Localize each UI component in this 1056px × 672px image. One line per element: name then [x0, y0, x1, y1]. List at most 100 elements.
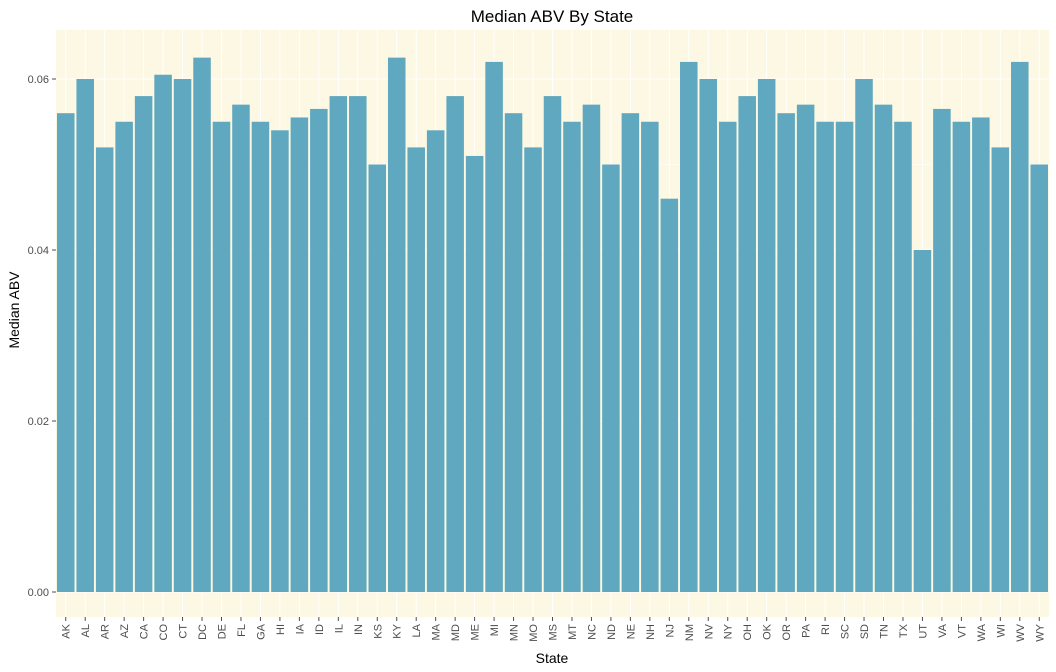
- x-tick-label: MS: [548, 624, 560, 641]
- bar-il: [329, 96, 348, 592]
- x-tick-label: DC: [197, 624, 209, 640]
- x-tick-label: CO: [158, 624, 170, 641]
- y-axis-ticks: 0.00 0.02 0.04 0.06: [28, 74, 56, 599]
- x-tick-label: NM: [684, 624, 696, 641]
- bar-id: [310, 108, 328, 593]
- bar-nh: [641, 121, 659, 592]
- bar-va: [933, 108, 951, 593]
- x-tick-label: SD: [859, 624, 871, 639]
- bar-ms: [543, 96, 562, 592]
- y-tick-label: 0.02: [28, 416, 49, 428]
- x-tick-label: WY: [1034, 623, 1046, 641]
- bar-mi: [485, 61, 503, 592]
- x-tick-label: OR: [781, 624, 793, 641]
- x-tick-label: OK: [762, 623, 774, 640]
- bar-tx: [894, 121, 912, 592]
- bar-tn: [874, 104, 893, 593]
- bar-vt: [952, 121, 971, 592]
- bar-mt: [563, 121, 581, 592]
- bar-ga: [251, 121, 270, 592]
- x-tick-label: HI: [275, 624, 287, 635]
- x-axis-title: State: [536, 650, 569, 666]
- x-tick-label: GA: [255, 623, 267, 640]
- x-tick-label: MA: [431, 623, 443, 640]
- bar-ar: [95, 147, 114, 592]
- x-tick-label: TN: [879, 624, 891, 639]
- bar-in: [349, 96, 367, 592]
- x-tick-label: ND: [606, 624, 618, 640]
- bar-ks: [368, 164, 387, 592]
- bar-oh: [738, 96, 756, 592]
- bar-la: [407, 147, 425, 592]
- bar-fl: [232, 104, 250, 593]
- x-tick-label: VA: [937, 623, 949, 638]
- x-tick-label: ID: [314, 624, 326, 635]
- x-tick-label: MI: [489, 624, 501, 636]
- bar-nm: [680, 61, 698, 592]
- x-tick-label: ME: [470, 624, 482, 641]
- bar-wv: [1011, 61, 1029, 592]
- x-tick-label: AK: [61, 623, 73, 638]
- bar-ri: [816, 121, 834, 592]
- bar-ca: [134, 96, 153, 592]
- x-tick-label: OH: [742, 624, 754, 641]
- x-tick-label: MT: [567, 624, 579, 640]
- bar-nv: [699, 79, 718, 592]
- bar-sc: [835, 121, 854, 592]
- bar-dc: [193, 57, 211, 593]
- x-tick-label: FL: [236, 624, 248, 637]
- x-tick-label: NH: [645, 624, 657, 640]
- x-tick-label: WV: [1015, 623, 1027, 641]
- x-tick-label: DE: [217, 624, 229, 639]
- x-tick-label: CT: [178, 624, 190, 639]
- bar-wi: [991, 147, 1010, 592]
- x-tick-label: NY: [723, 623, 735, 639]
- bar-al: [76, 79, 94, 592]
- bar-md: [446, 96, 464, 592]
- bar-ny: [718, 121, 737, 592]
- x-tick-label: CA: [139, 623, 151, 639]
- bar-wa: [972, 117, 990, 592]
- x-tick-label: LA: [411, 623, 423, 637]
- x-tick-label: NV: [703, 623, 715, 639]
- x-tick-label: WI: [995, 624, 1007, 637]
- bar-ct: [173, 79, 192, 592]
- x-tick-label: AL: [80, 624, 92, 637]
- x-tick-label: MN: [509, 624, 521, 641]
- y-tick-label: 0.00: [28, 587, 49, 599]
- x-tick-label: KS: [372, 624, 384, 639]
- bar-ut: [913, 250, 932, 592]
- x-tick-label: WA: [976, 623, 988, 641]
- x-tick-label: MD: [450, 624, 462, 641]
- bar-hi: [271, 130, 289, 593]
- bar-or: [777, 113, 795, 592]
- bar-wy: [1030, 164, 1049, 592]
- x-tick-label: IL: [333, 624, 345, 633]
- bar-nc: [582, 104, 601, 593]
- bar-nd: [602, 164, 620, 592]
- y-tick-label: 0.06: [28, 74, 49, 86]
- bar-mn: [504, 113, 523, 592]
- x-tick-label: AZ: [119, 624, 131, 638]
- x-tick-label: NJ: [664, 624, 676, 637]
- x-tick-label: SC: [840, 624, 852, 639]
- bar-me: [465, 155, 484, 592]
- bar-nj: [660, 198, 679, 592]
- bar-sd: [855, 79, 873, 592]
- x-tick-label: RI: [820, 624, 832, 635]
- bar-mo: [524, 147, 542, 592]
- bars: [56, 57, 1049, 593]
- bar-de: [212, 121, 231, 592]
- bar-pa: [796, 104, 815, 593]
- x-tick-label: NC: [586, 624, 598, 640]
- bar-ky: [387, 57, 406, 593]
- chart-title: Median ABV By State: [471, 7, 634, 26]
- bar-ia: [290, 117, 309, 592]
- x-tick-label: IA: [294, 623, 306, 634]
- x-tick-label: PA: [801, 623, 813, 638]
- bar-ok: [757, 79, 776, 592]
- x-tick-label: MO: [528, 624, 540, 642]
- x-tick-label: KY: [392, 623, 404, 638]
- y-tick-label: 0.04: [28, 245, 49, 257]
